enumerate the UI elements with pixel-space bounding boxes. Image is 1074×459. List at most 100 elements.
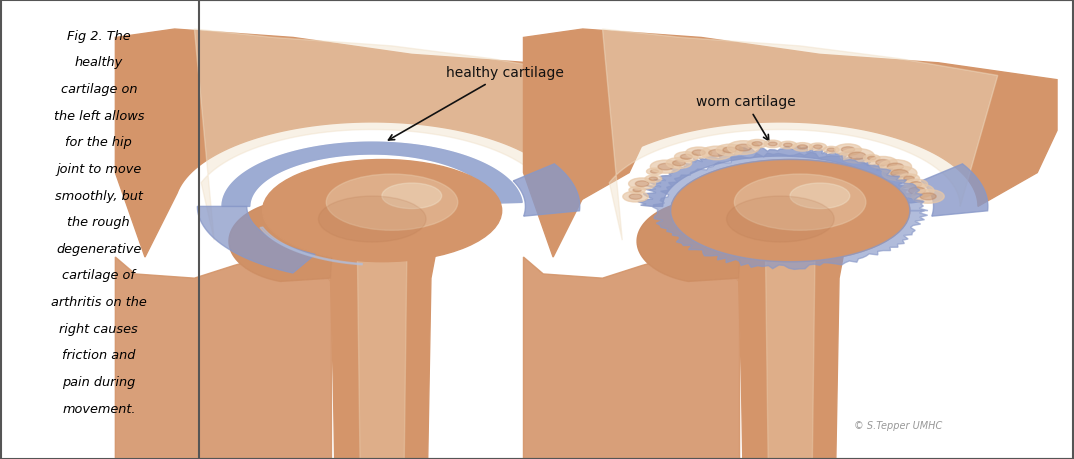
Circle shape bbox=[319, 196, 426, 242]
Circle shape bbox=[658, 163, 673, 170]
Polygon shape bbox=[222, 142, 522, 207]
Polygon shape bbox=[198, 207, 316, 273]
Circle shape bbox=[723, 147, 737, 153]
Text: Fig 2. The: Fig 2. The bbox=[67, 30, 131, 43]
Circle shape bbox=[629, 186, 645, 194]
Circle shape bbox=[681, 154, 693, 159]
Circle shape bbox=[326, 174, 458, 230]
Text: cartilage of: cartilage of bbox=[62, 269, 135, 282]
Polygon shape bbox=[523, 29, 1057, 257]
Text: healthy cartilage: healthy cartilage bbox=[389, 66, 564, 140]
Circle shape bbox=[623, 191, 649, 202]
Circle shape bbox=[880, 160, 912, 174]
Circle shape bbox=[875, 159, 890, 166]
Circle shape bbox=[824, 146, 839, 153]
Circle shape bbox=[735, 174, 866, 230]
Circle shape bbox=[262, 159, 502, 262]
Circle shape bbox=[797, 145, 808, 149]
Polygon shape bbox=[603, 29, 998, 240]
Circle shape bbox=[910, 182, 921, 187]
Polygon shape bbox=[115, 29, 649, 257]
Circle shape bbox=[633, 188, 641, 192]
Circle shape bbox=[887, 163, 903, 170]
Circle shape bbox=[670, 159, 910, 262]
Circle shape bbox=[809, 143, 826, 151]
Text: © S.Tepper UMHC: © S.Tepper UMHC bbox=[854, 421, 942, 431]
Circle shape bbox=[793, 143, 812, 151]
Circle shape bbox=[764, 140, 782, 148]
Circle shape bbox=[848, 152, 866, 159]
Circle shape bbox=[727, 141, 759, 154]
Text: right causes: right causes bbox=[59, 323, 139, 336]
Circle shape bbox=[868, 157, 876, 160]
Circle shape bbox=[636, 181, 649, 186]
Circle shape bbox=[783, 143, 793, 147]
Circle shape bbox=[651, 170, 658, 173]
Circle shape bbox=[909, 187, 926, 194]
Polygon shape bbox=[637, 201, 741, 281]
Circle shape bbox=[882, 166, 917, 181]
Circle shape bbox=[863, 155, 880, 162]
Circle shape bbox=[645, 175, 662, 182]
Text: for the hip: for the hip bbox=[66, 136, 132, 149]
Polygon shape bbox=[653, 152, 928, 269]
Text: smoothly, but: smoothly, but bbox=[55, 190, 143, 202]
Polygon shape bbox=[766, 257, 815, 459]
Polygon shape bbox=[358, 257, 407, 459]
Circle shape bbox=[685, 147, 712, 158]
Circle shape bbox=[709, 150, 725, 157]
Polygon shape bbox=[328, 249, 436, 459]
Polygon shape bbox=[736, 249, 844, 459]
Text: arthritis on the: arthritis on the bbox=[50, 296, 147, 309]
Circle shape bbox=[890, 169, 909, 177]
Circle shape bbox=[666, 157, 692, 168]
Circle shape bbox=[692, 150, 706, 156]
Polygon shape bbox=[921, 164, 988, 216]
Circle shape bbox=[647, 168, 663, 175]
Polygon shape bbox=[115, 236, 332, 459]
Circle shape bbox=[748, 140, 767, 148]
Circle shape bbox=[700, 146, 732, 160]
Circle shape bbox=[736, 144, 752, 151]
Circle shape bbox=[912, 190, 944, 203]
Circle shape bbox=[382, 183, 441, 208]
Circle shape bbox=[813, 145, 822, 149]
Text: worn cartilage: worn cartilage bbox=[696, 95, 796, 140]
Circle shape bbox=[649, 177, 657, 180]
Circle shape bbox=[674, 151, 698, 162]
Circle shape bbox=[903, 176, 914, 180]
Circle shape bbox=[779, 141, 797, 149]
Text: movement.: movement. bbox=[62, 403, 135, 415]
Circle shape bbox=[672, 160, 685, 166]
Text: healthy: healthy bbox=[75, 56, 122, 69]
Circle shape bbox=[727, 196, 834, 242]
Polygon shape bbox=[194, 29, 590, 240]
Circle shape bbox=[790, 183, 850, 208]
Circle shape bbox=[920, 193, 937, 200]
Circle shape bbox=[899, 174, 919, 183]
Circle shape bbox=[752, 142, 763, 146]
Circle shape bbox=[869, 157, 897, 168]
Circle shape bbox=[628, 178, 655, 190]
Polygon shape bbox=[523, 236, 740, 459]
Text: friction and: friction and bbox=[62, 349, 135, 362]
Text: degenerative: degenerative bbox=[56, 243, 142, 256]
Text: joint to move: joint to move bbox=[56, 163, 142, 176]
Text: cartilage on: cartilage on bbox=[60, 83, 137, 96]
Circle shape bbox=[841, 147, 855, 152]
Circle shape bbox=[834, 144, 861, 155]
Polygon shape bbox=[638, 146, 923, 207]
Polygon shape bbox=[222, 142, 522, 207]
Polygon shape bbox=[229, 201, 333, 281]
Circle shape bbox=[827, 148, 836, 151]
Polygon shape bbox=[229, 201, 333, 281]
Text: the rough: the rough bbox=[68, 216, 130, 229]
Polygon shape bbox=[637, 201, 741, 281]
Polygon shape bbox=[513, 164, 580, 216]
Circle shape bbox=[651, 160, 681, 173]
Circle shape bbox=[900, 184, 934, 198]
Text: the left allows: the left allows bbox=[54, 110, 144, 123]
Circle shape bbox=[904, 179, 928, 189]
Polygon shape bbox=[260, 227, 363, 265]
Circle shape bbox=[629, 194, 642, 199]
